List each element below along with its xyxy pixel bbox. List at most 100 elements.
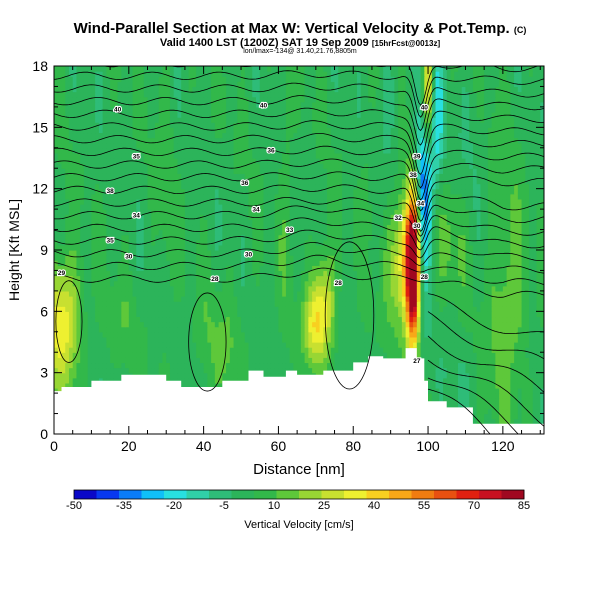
velocity-cell bbox=[510, 367, 515, 374]
velocity-cell bbox=[446, 306, 452, 312]
velocity-cell bbox=[255, 336, 261, 343]
velocity-cell bbox=[98, 331, 104, 338]
velocity-cell bbox=[450, 316, 455, 323]
velocity-cell bbox=[72, 280, 78, 287]
velocity-cell bbox=[270, 316, 276, 323]
velocity-cell bbox=[495, 285, 500, 292]
velocity-cell bbox=[379, 250, 384, 256]
velocity-cell bbox=[278, 336, 283, 343]
velocity-cell bbox=[416, 301, 422, 307]
velocity-cell bbox=[461, 250, 467, 256]
velocity-cell bbox=[529, 393, 534, 399]
velocity-cell bbox=[151, 311, 156, 318]
velocity-cell bbox=[98, 362, 104, 369]
velocity-cell bbox=[342, 352, 347, 358]
velocity-cell bbox=[270, 285, 276, 292]
velocity-cell bbox=[151, 301, 156, 307]
velocity-cell bbox=[439, 321, 444, 328]
velocity-cell bbox=[342, 301, 347, 307]
velocity-cell bbox=[83, 255, 89, 261]
velocity-cell bbox=[196, 372, 201, 379]
velocity-cell bbox=[181, 347, 186, 353]
velocity-cell bbox=[487, 270, 493, 277]
velocity-cell bbox=[476, 306, 482, 312]
velocity-cell bbox=[211, 285, 216, 292]
velocity-cell bbox=[360, 326, 366, 333]
velocity-cell bbox=[461, 306, 467, 312]
velocity-cell bbox=[491, 239, 496, 246]
velocity-cell bbox=[353, 290, 358, 297]
velocity-cell bbox=[61, 367, 66, 374]
velocity-cell bbox=[424, 326, 429, 333]
velocity-cell bbox=[293, 239, 298, 246]
velocity-cell bbox=[255, 321, 261, 328]
velocity-cell bbox=[147, 352, 152, 358]
velocity-cell bbox=[207, 270, 212, 277]
velocity-cell bbox=[121, 367, 126, 374]
velocity-cell bbox=[248, 280, 253, 287]
velocity-cell bbox=[398, 342, 403, 348]
velocity-cell bbox=[199, 367, 205, 374]
velocity-cell bbox=[244, 367, 250, 374]
velocity-cell bbox=[173, 336, 179, 343]
velocity-cell bbox=[525, 388, 530, 394]
velocity-cell bbox=[65, 255, 70, 261]
velocity-cell bbox=[248, 321, 253, 328]
velocity-cell bbox=[364, 321, 369, 328]
velocity-cell bbox=[237, 347, 242, 353]
velocity-cell bbox=[72, 270, 78, 277]
velocity-cell bbox=[480, 331, 485, 338]
velocity-cell bbox=[312, 250, 317, 256]
velocity-cell bbox=[196, 316, 201, 323]
velocity-cell bbox=[147, 336, 152, 343]
velocity-cell bbox=[514, 260, 519, 266]
velocity-cell bbox=[360, 290, 366, 297]
velocity-cell bbox=[270, 321, 276, 328]
velocity-cell bbox=[499, 244, 504, 251]
velocity-cell bbox=[540, 362, 544, 369]
velocity-cell bbox=[255, 352, 261, 358]
velocity-cell bbox=[446, 377, 452, 384]
velocity-cell bbox=[525, 275, 530, 282]
velocity-cell bbox=[80, 357, 85, 364]
velocity-cell bbox=[297, 301, 302, 307]
velocity-cell bbox=[375, 265, 381, 272]
velocity-cell bbox=[394, 306, 399, 312]
velocity-cell bbox=[177, 244, 182, 251]
velocity-cell bbox=[207, 301, 212, 307]
velocity-cell bbox=[244, 239, 250, 246]
velocity-cell bbox=[184, 239, 190, 246]
velocity-cell bbox=[65, 244, 70, 251]
velocity-cell bbox=[375, 336, 381, 343]
velocity-cell bbox=[76, 326, 81, 333]
velocity-cell bbox=[244, 331, 250, 338]
velocity-cell bbox=[222, 342, 227, 348]
velocity-cell bbox=[162, 275, 167, 282]
velocity-cell bbox=[472, 336, 478, 343]
velocity-cell bbox=[117, 265, 122, 272]
velocity-cell bbox=[128, 275, 134, 282]
velocity-cell bbox=[136, 301, 141, 307]
velocity-cell bbox=[76, 234, 81, 241]
velocity-cell bbox=[465, 336, 470, 343]
velocity-cell bbox=[405, 342, 410, 348]
velocity-cell bbox=[476, 367, 482, 374]
velocity-cell bbox=[540, 367, 544, 374]
velocity-cell bbox=[428, 321, 433, 328]
velocity-cell bbox=[461, 377, 467, 384]
velocity-cell bbox=[263, 331, 268, 338]
velocity-cell bbox=[222, 347, 227, 353]
velocity-cell bbox=[405, 239, 410, 246]
velocity-cell bbox=[147, 280, 152, 287]
velocity-cell bbox=[57, 244, 63, 251]
velocity-cell bbox=[226, 372, 231, 379]
velocity-cell bbox=[87, 265, 92, 272]
velocity-cell bbox=[259, 321, 265, 328]
velocity-cell bbox=[95, 342, 100, 348]
velocity-cell bbox=[162, 342, 167, 348]
velocity-cell bbox=[439, 239, 444, 246]
velocity-cell bbox=[368, 239, 373, 246]
velocity-cell bbox=[465, 306, 470, 312]
velocity-cell bbox=[259, 352, 265, 358]
velocity-cell bbox=[177, 296, 182, 302]
